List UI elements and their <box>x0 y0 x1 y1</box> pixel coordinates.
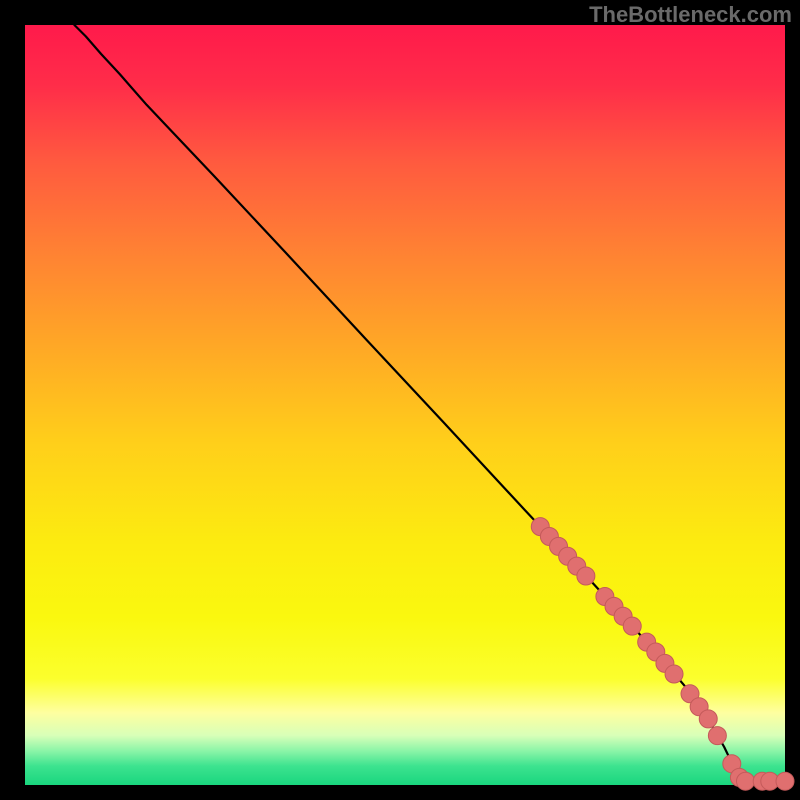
watermark-text: TheBottleneck.com <box>589 2 792 28</box>
data-marker <box>708 727 726 745</box>
data-marker <box>736 772 754 790</box>
data-marker <box>699 710 717 728</box>
chart-svg-layer <box>25 25 785 785</box>
data-marker <box>623 617 641 635</box>
plot-area <box>25 25 785 785</box>
chart-outer: TheBottleneck.com <box>0 0 800 800</box>
data-marker <box>577 567 595 585</box>
data-marker <box>776 772 794 790</box>
data-marker <box>665 665 683 683</box>
